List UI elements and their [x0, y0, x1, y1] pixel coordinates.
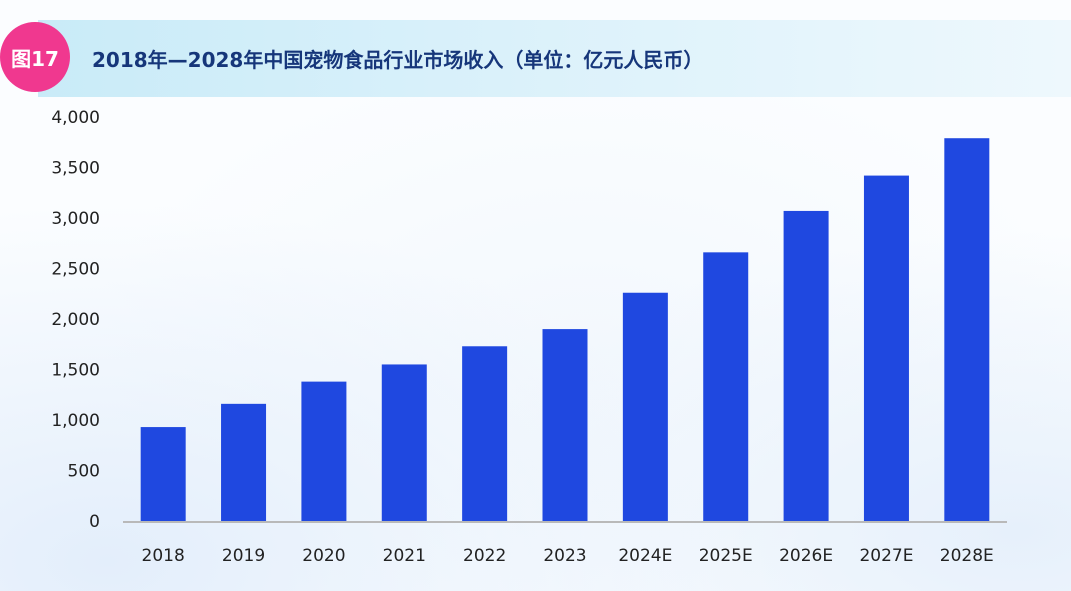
bar-2028E [944, 138, 990, 521]
y-axis-ticks: 0 500 1,000 1,500 2,000 2,500 3,000 3,500 4,000 [51, 108, 100, 532]
bar-2026E [783, 210, 829, 521]
bar-2019 [221, 403, 267, 521]
x-tick-label: 2024E [618, 546, 672, 566]
x-tick-label: 2026E [779, 546, 833, 566]
y-tick-label: 4,000 [51, 108, 100, 128]
bar-2021 [381, 364, 427, 521]
bar-2022 [462, 346, 508, 521]
x-tick-label: 2023 [543, 546, 586, 566]
y-tick-label: 1,000 [51, 411, 100, 431]
bar-2027E [863, 175, 909, 521]
bar-2025E [703, 252, 749, 521]
bar-2024E [622, 292, 668, 521]
y-tick-label: 0 [89, 512, 100, 532]
figure-badge: 图17 [0, 22, 70, 92]
y-tick-label: 500 [68, 462, 100, 482]
x-tick-label: 2020 [302, 546, 345, 566]
title-band [38, 20, 1071, 97]
bar-2023 [542, 329, 588, 521]
x-tick-label: 2019 [222, 546, 265, 566]
x-tick-label: 2018 [142, 546, 185, 566]
x-tick-label: 2025E [699, 546, 753, 566]
y-tick-label: 2,000 [51, 310, 100, 330]
x-tick-label: 2027E [859, 546, 913, 566]
bar-2018 [140, 427, 186, 521]
x-tick-label: 2028E [940, 546, 994, 566]
y-tick-label: 2,500 [51, 260, 100, 280]
y-tick-label: 3,500 [51, 159, 100, 179]
chart-title: 2018年—2028年中国宠物食品行业市场收入（单位：亿元人民币） [92, 48, 704, 72]
bars-group [140, 138, 990, 521]
x-tick-label: 2021 [383, 546, 426, 566]
y-tick-label: 1,500 [51, 361, 100, 381]
x-tick-label: 2022 [463, 546, 506, 566]
bar-2020 [301, 381, 347, 521]
y-tick-label: 3,000 [51, 209, 100, 229]
x-axis-ticks: 2018 2019 2020 2021 2022 2023 2024E 2025E 2026E 2… [142, 546, 994, 566]
